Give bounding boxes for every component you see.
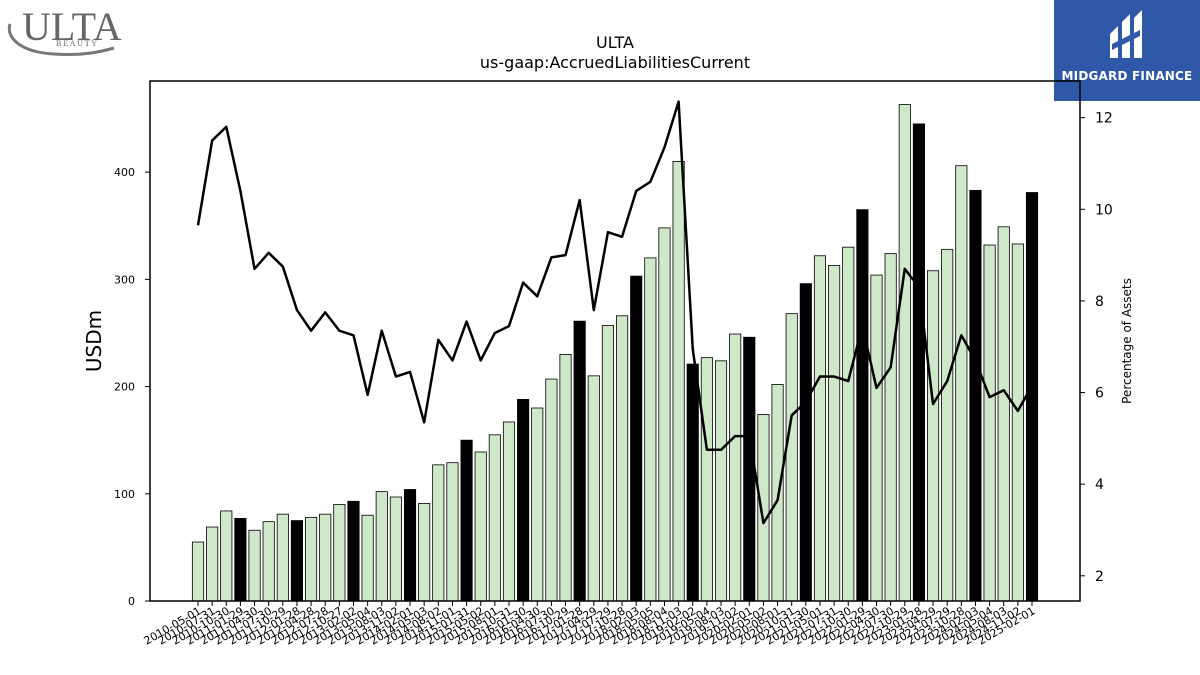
bar-2020-05-02 (757, 414, 770, 602)
bar-2024-05-04 (983, 244, 996, 602)
bar-2018-02-03 (630, 275, 643, 602)
bar-2023-01-28 (912, 123, 925, 602)
bar-2014-08-02 (432, 464, 445, 602)
y2-tick-label: 6 (1095, 386, 1104, 402)
bar-2012-01-28 (290, 520, 304, 602)
y-tick-label: 300 (114, 273, 135, 286)
bar-2020-10-31 (785, 313, 798, 602)
chart-subtitle: us-gaap:AccruedLiabilitiesCurrent (480, 53, 750, 72)
ulta-logo-subtext: B E A U T Y (56, 39, 97, 48)
y2-axis-label: Percentage of Assets (1120, 278, 1134, 404)
ulta-logo: ULTA B E A U T Y (4, 2, 134, 58)
ulta-logo-mark: ULTA B E A U T Y (7, 4, 122, 56)
y2-tick-label: 10 (1095, 202, 1113, 218)
bar-2011-10-29 (276, 513, 289, 602)
chart-title: ULTA (596, 33, 634, 52)
right-axis-ticks: 2 4 6 8 10 12 (1080, 111, 1113, 585)
y2-tick-label: 2 (1095, 569, 1104, 585)
bar-2021-05-01 (813, 255, 827, 602)
midgard-finance-logo-text: MIDGARD FINANCE (1061, 69, 1193, 83)
bar-2023-10-28 (955, 165, 968, 602)
bar-2019-05-04 (700, 357, 713, 602)
bar-2024-08-03 (997, 226, 1010, 602)
bar-2014-11-01 (446, 462, 459, 602)
bar-2021-01-30 (799, 283, 812, 602)
bar-2011-04-30 (248, 529, 261, 602)
bar-2010-10-30 (220, 510, 233, 602)
percentage-of-assets-line (196, 100, 1034, 525)
bar-2015-05-02 (474, 451, 487, 602)
bar-2014-05-03 (418, 503, 431, 602)
bar-2011-01-29 (234, 518, 247, 602)
bar-2013-05-04 (361, 514, 374, 602)
bar-2012-07-28 (319, 513, 332, 602)
bar-2015-01-31 (460, 439, 473, 602)
bar-2012-10-27 (333, 504, 346, 602)
bar-2022-01-29 (856, 209, 869, 602)
bar-2020-02-01 (743, 336, 756, 602)
midgard-finance-logo-mark (1110, 10, 1142, 58)
y2-tick-label: 4 (1095, 477, 1104, 493)
bar-2016-10-29 (559, 353, 572, 602)
y-axis-label: USDm (82, 310, 106, 372)
y2-tick-label: 8 (1095, 294, 1104, 310)
bar-2018-11-03 (672, 161, 685, 602)
bar-2019-08-03 (714, 360, 728, 602)
bar-2024-02-03 (969, 189, 982, 602)
bar-2010-07-31 (206, 526, 219, 602)
bar-2012-04-28 (305, 516, 318, 602)
plot-frame (149, 80, 1081, 602)
bar-2011-07-30 (262, 521, 275, 602)
bar-2024-11-02 (1011, 243, 1024, 602)
y-tick-label: 0 (128, 595, 135, 608)
bar-2010-05-01 (191, 541, 205, 602)
bar-2022-10-29 (898, 104, 911, 602)
bar-2013-08-03 (375, 491, 388, 602)
midgard-finance-logo: MIDGARD FINANCE (1054, 0, 1200, 101)
ulta-logo-text: ULTA (22, 4, 122, 49)
bar-2014-02-01 (403, 489, 417, 602)
left-axis-ticks: 0 100 200 300 400 (114, 166, 150, 608)
bar-2016-01-30 (517, 399, 530, 602)
bar-2021-07-31 (828, 265, 841, 602)
bar-2018-08-04 (658, 227, 671, 602)
bar-2016-07-30 (545, 378, 558, 602)
y2-tick-label: 12 (1095, 111, 1113, 127)
bar-2016-04-30 (531, 407, 544, 602)
bar-2023-07-29 (941, 248, 954, 602)
bar-2022-04-30 (870, 274, 883, 602)
bar-2017-07-29 (601, 325, 614, 602)
bar-2017-10-28 (616, 315, 629, 602)
bar-2013-11-02 (389, 496, 402, 602)
bar-2023-04-29 (927, 270, 940, 602)
bar-2015-08-01 (488, 434, 501, 602)
bar-2025-02-01 (1025, 192, 1039, 602)
y-tick-label: 100 (114, 488, 135, 501)
bar-2019-02-02 (686, 363, 699, 602)
bar-2017-01-28 (573, 320, 586, 602)
bar-2018-05-05 (644, 257, 657, 602)
bar-2022-07-30 (884, 253, 897, 602)
y-tick-label: 400 (114, 166, 135, 179)
bar-2021-10-30 (842, 246, 855, 602)
x-axis-ticks: 2010-05-012010-07-312010-10-302011-01-29… (142, 601, 1038, 648)
bars-layer (191, 104, 1039, 602)
bar-2015-10-31 (502, 421, 516, 602)
bar-2019-11-02 (729, 333, 742, 602)
bar-2013-02-02 (347, 500, 360, 602)
y-tick-label: 200 (114, 381, 135, 394)
bar-2017-04-29 (587, 375, 600, 602)
